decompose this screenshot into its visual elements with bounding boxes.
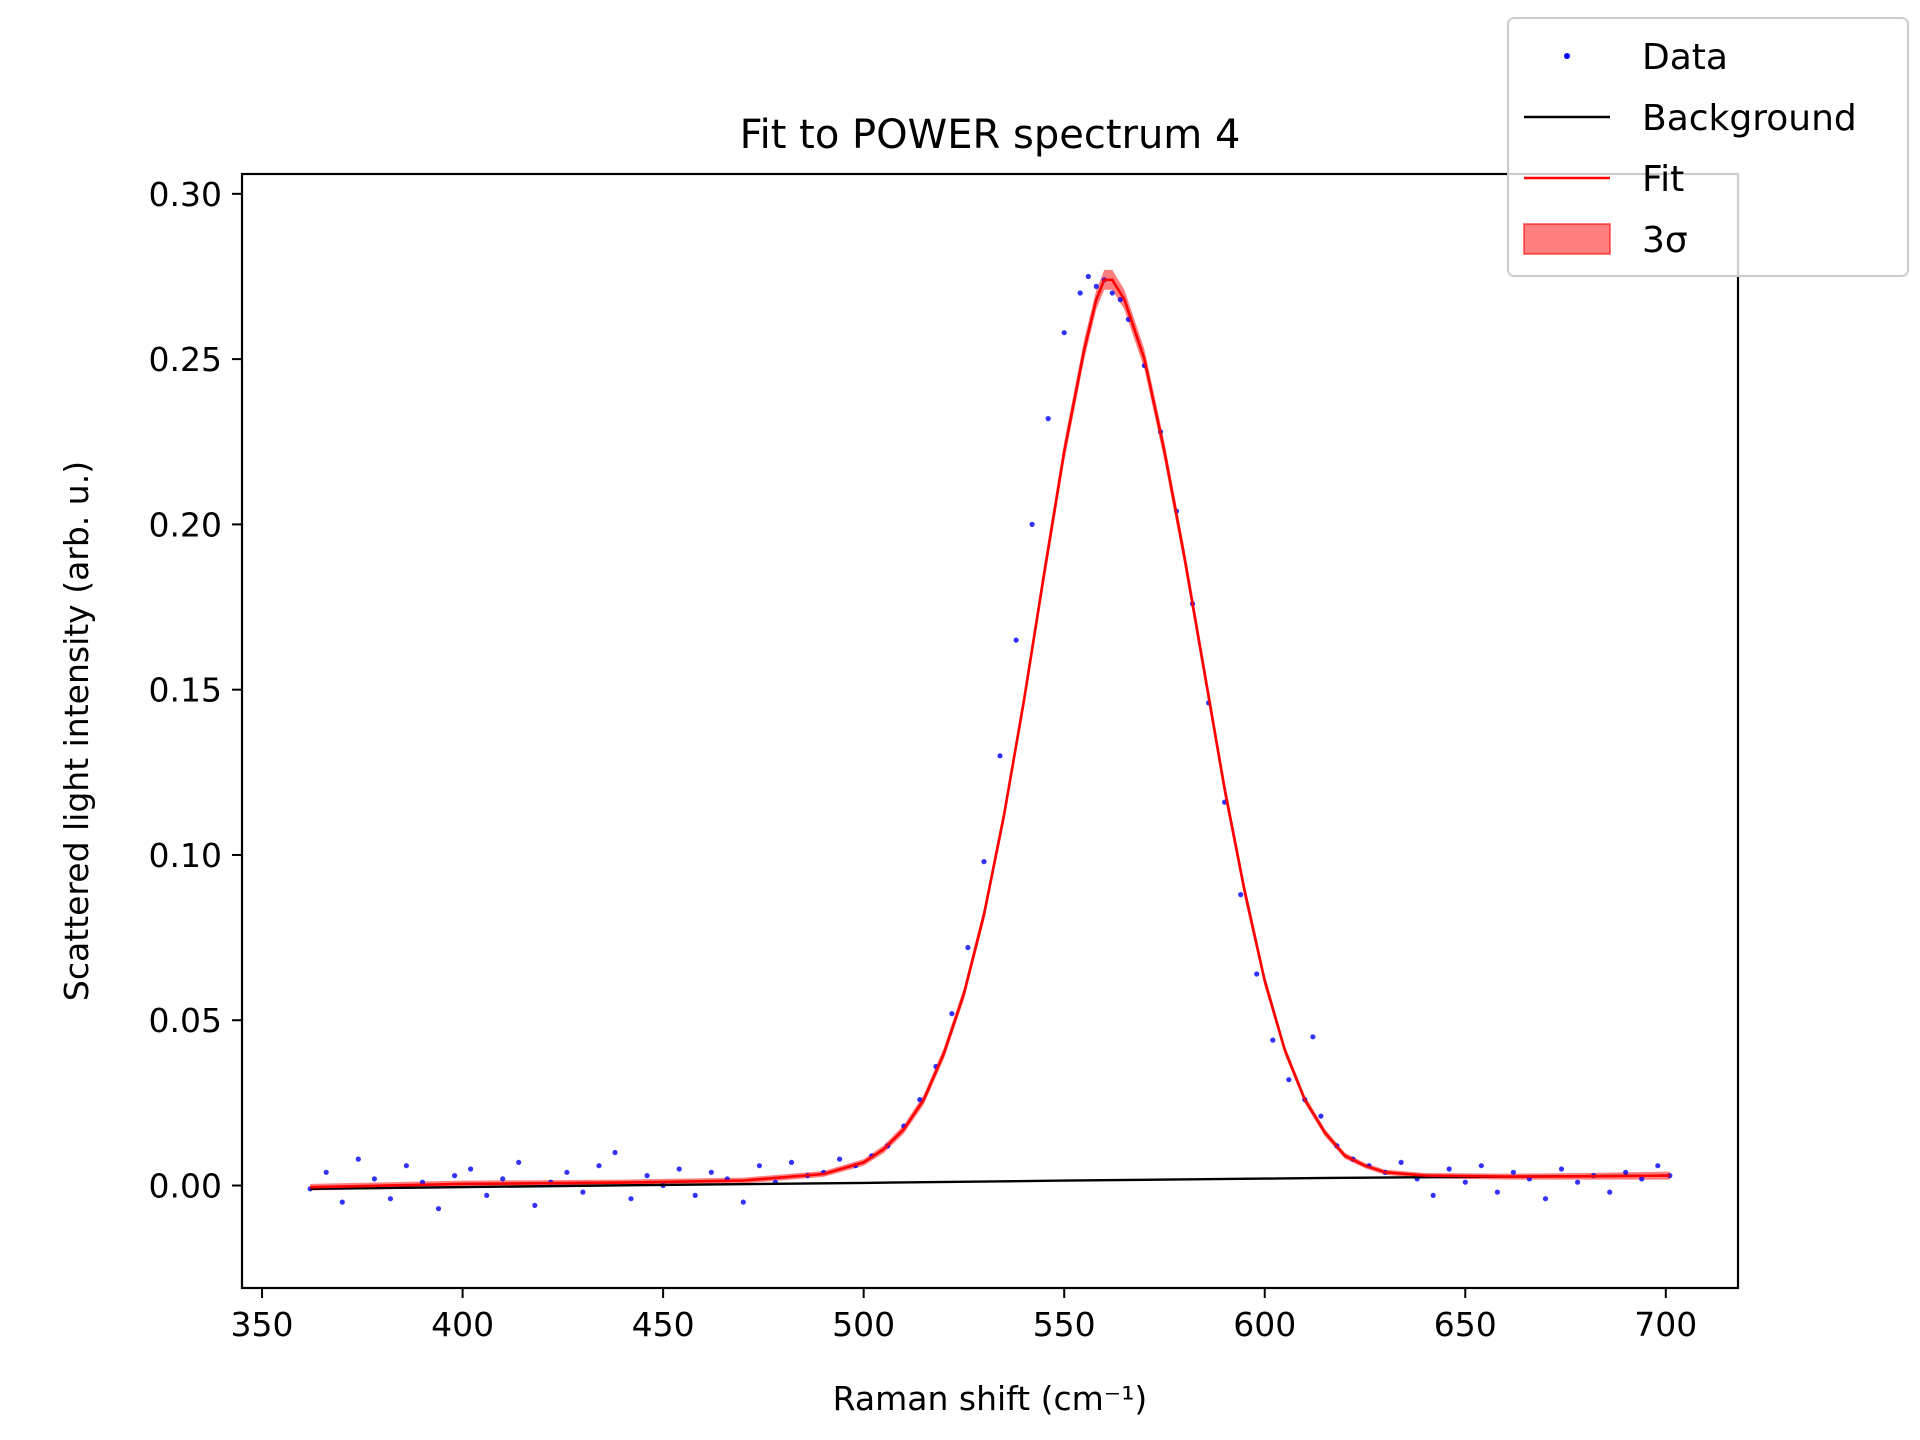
y-tick-label: 0.05 bbox=[149, 1001, 222, 1040]
data-point bbox=[596, 1163, 602, 1169]
legend-label: Data bbox=[1642, 37, 1728, 78]
legend: Data Background Fit 3σ bbox=[1507, 17, 1909, 277]
data-point bbox=[1655, 1163, 1661, 1169]
y-tick-label: 0.30 bbox=[149, 175, 222, 214]
legend-handle-band bbox=[1523, 223, 1611, 255]
data-point bbox=[1093, 283, 1099, 289]
legend-label: 3σ bbox=[1642, 220, 1688, 261]
data-point bbox=[1575, 1179, 1581, 1185]
data-point bbox=[1558, 1166, 1565, 1172]
x-tick-label: 650 bbox=[1434, 1305, 1497, 1344]
data-point bbox=[564, 1169, 570, 1175]
data-point bbox=[997, 753, 1003, 759]
data-point bbox=[1430, 1192, 1436, 1198]
data-point bbox=[1494, 1189, 1500, 1195]
data-point bbox=[1029, 521, 1035, 528]
chart-title: Fit to POWER spectrum 4 bbox=[740, 112, 1241, 158]
plot-frame bbox=[240, 172, 1740, 1290]
data-point bbox=[1446, 1166, 1452, 1172]
data-point bbox=[644, 1173, 650, 1179]
y-tick-label: 0.00 bbox=[149, 1167, 222, 1206]
legend-handle-data bbox=[1564, 53, 1570, 59]
legend-label: Fit bbox=[1642, 159, 1684, 200]
y-tick-label: 0.25 bbox=[149, 340, 222, 379]
x-axis-label: Raman shift (cm⁻¹) bbox=[833, 1379, 1148, 1418]
data-point bbox=[676, 1166, 682, 1172]
data-point bbox=[917, 1097, 923, 1103]
x-tick-label: 500 bbox=[832, 1305, 895, 1344]
data-point bbox=[1061, 330, 1067, 336]
data-point bbox=[1238, 892, 1244, 898]
y-tick-label: 0.20 bbox=[149, 505, 222, 544]
y-axis-label: Scattered light intensity (arb. u.) bbox=[57, 461, 96, 1001]
x-tick-label: 450 bbox=[632, 1305, 695, 1344]
x-tick-label: 700 bbox=[1634, 1305, 1697, 1344]
data-point bbox=[692, 1192, 698, 1198]
data-point bbox=[1478, 1163, 1484, 1169]
data-point bbox=[1085, 273, 1091, 280]
legend-label: Background bbox=[1642, 98, 1857, 139]
data-point bbox=[580, 1189, 586, 1195]
x-tick-label: 400 bbox=[431, 1305, 494, 1344]
y-tick-label: 0.10 bbox=[149, 836, 222, 875]
data-point bbox=[708, 1169, 714, 1175]
data-point bbox=[1639, 1176, 1645, 1182]
data-point bbox=[1462, 1179, 1468, 1185]
data-point bbox=[500, 1176, 506, 1182]
data-point bbox=[1310, 1034, 1316, 1040]
data-point bbox=[740, 1199, 746, 1205]
data-point bbox=[837, 1156, 843, 1162]
data-point bbox=[981, 859, 987, 865]
x-tick-label: 600 bbox=[1233, 1305, 1296, 1344]
data-point bbox=[1318, 1113, 1324, 1119]
data-point bbox=[965, 944, 971, 951]
data-point bbox=[468, 1166, 474, 1172]
data-point bbox=[371, 1176, 377, 1182]
data-point bbox=[1607, 1189, 1613, 1195]
data-point bbox=[1117, 297, 1123, 303]
data-point bbox=[788, 1159, 795, 1165]
data-point bbox=[1398, 1159, 1404, 1165]
x-tick-label: 550 bbox=[1033, 1305, 1096, 1344]
data-point bbox=[1270, 1037, 1276, 1043]
data-point bbox=[1045, 416, 1051, 422]
data-point bbox=[1013, 637, 1019, 643]
data-point bbox=[516, 1159, 522, 1165]
data-point bbox=[403, 1163, 409, 1169]
data-point bbox=[1542, 1196, 1549, 1202]
data-point bbox=[1510, 1169, 1516, 1175]
data-point bbox=[323, 1169, 329, 1175]
data-point bbox=[612, 1149, 618, 1156]
data-point bbox=[1254, 971, 1260, 977]
data-point bbox=[355, 1156, 361, 1162]
data-point bbox=[435, 1206, 442, 1212]
x-tick-label: 350 bbox=[231, 1305, 294, 1344]
series-fit-line bbox=[310, 278, 1670, 1189]
data-point bbox=[339, 1199, 345, 1205]
y-tick-label: 0.15 bbox=[149, 671, 222, 710]
data-point bbox=[1623, 1169, 1629, 1175]
data-point bbox=[1109, 290, 1115, 296]
data-point bbox=[484, 1192, 490, 1198]
data-point bbox=[532, 1202, 538, 1208]
data-point bbox=[1286, 1077, 1292, 1083]
data-point bbox=[949, 1011, 955, 1017]
data-point bbox=[756, 1163, 763, 1169]
data-point bbox=[628, 1196, 634, 1202]
data-point bbox=[1077, 290, 1083, 296]
data-point bbox=[387, 1196, 393, 1202]
legend-box bbox=[1507, 17, 1909, 277]
data-point bbox=[452, 1173, 458, 1179]
